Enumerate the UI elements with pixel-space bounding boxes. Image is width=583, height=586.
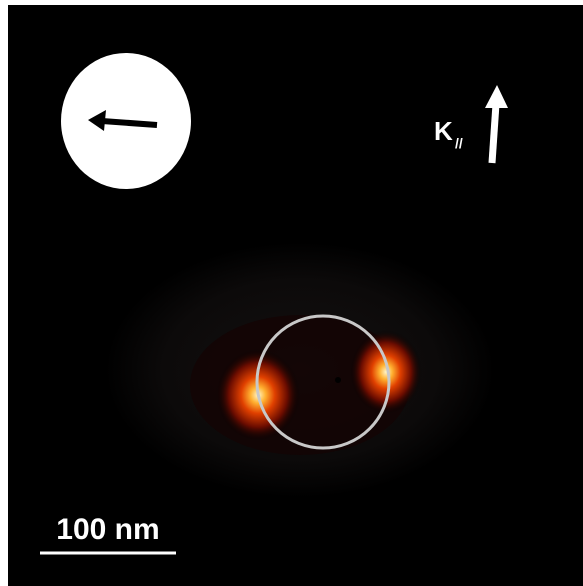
- center-dot: [335, 377, 341, 383]
- k-label: K: [434, 116, 453, 146]
- arrow-head: [88, 110, 106, 131]
- ring: [255, 314, 391, 450]
- k-subscript: //: [455, 135, 463, 151]
- arrow-head: [485, 85, 508, 108]
- scale-label: 100 nm: [56, 513, 159, 546]
- k-arrow: [488, 103, 500, 164]
- polarization-arrow: [101, 118, 158, 128]
- hot-spot: [350, 330, 422, 414]
